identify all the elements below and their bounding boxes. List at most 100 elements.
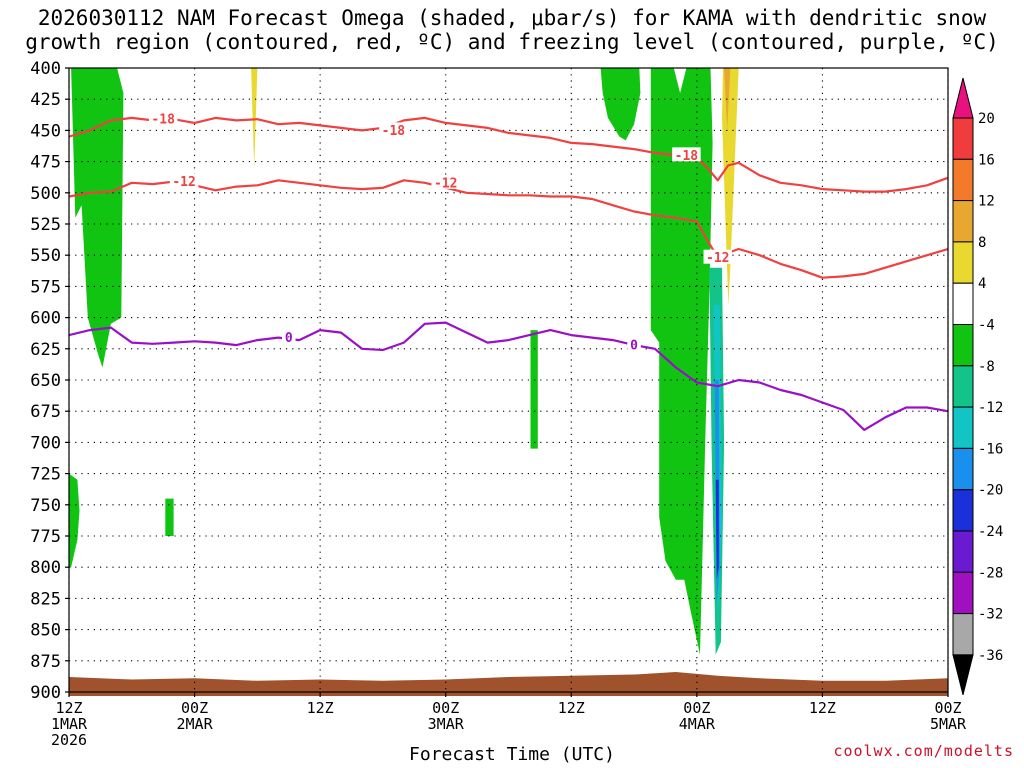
y-tick-label-650: 650 [30,371,61,391]
x-tick-label-0-0: 12Z [55,699,82,717]
grid-lines [68,67,949,693]
x-tick-label-24-0: 12Z [307,699,334,717]
colorbar-label-11: -28 [978,565,1003,581]
x-tick-label-48-0: 12Z [558,699,585,717]
contour-line-m12-1 [69,179,948,279]
contour-label-bg-3 [169,173,199,188]
contour-label-bg-0 [148,111,178,126]
colorbar-label-9: -20 [978,483,1003,499]
colorbar-segment-1 [952,117,974,160]
contour-series [69,116,948,431]
x-tick-label-84-1: 5MAR [930,715,967,733]
colorbar-label-10: -24 [978,524,1003,540]
omega-region-12 [715,479,719,580]
contour-label-bg-2 [672,147,701,162]
x-tick-label-36-1: 3MAR [428,715,465,733]
y-tick-label-825: 825 [30,589,61,609]
x-tick-label-72-0: 12Z [809,699,836,717]
contour-line-freezing-2 [69,321,948,431]
colorbar-segment-13 [952,613,974,656]
colorbar-label-2: 12 [978,194,995,210]
omega-region-0 [71,68,124,368]
x-tick-label-60-1: 4MAR [679,715,716,733]
x-tick-label-36-0: 00Z [432,699,459,717]
y-tick-label-425: 425 [30,90,61,110]
contour-label-bg-1 [379,122,408,137]
colorbar-label-12: -32 [978,607,1003,623]
chart-title: 2026030112 NAM Forecast Omega (shaded, μ… [0,6,1024,54]
x-tick-label-0-2: 2026 [51,731,87,749]
colorbar-segment-6 [952,324,974,367]
y-tick-label-450: 450 [30,121,61,141]
contour-label-1: -18 [382,124,406,139]
y-tick-label-525: 525 [30,215,61,235]
y-tick-label-725: 725 [30,465,61,485]
x-tick-label-12-0: 00Z [181,699,208,717]
colorbar-segment-7 [952,365,974,408]
y-tick-label-625: 625 [30,340,61,360]
omega-region-7 [722,68,739,306]
y-tick-label-600: 600 [30,309,61,329]
y-tick-label-550: 550 [30,246,61,266]
colorbar-segment-12 [952,571,974,615]
contour-label-3: -12 [172,175,195,190]
colorbar-label-4: 4 [978,276,986,292]
colorbar-segment-10 [952,489,974,532]
plot-frame [68,67,949,693]
colorbar-label-13: -36 [978,648,1003,664]
y-axis: 400 425 450 475 500 525 550 575 600 625 650 675 700 7… [30,59,69,703]
colorbar-label-0: 20 [978,111,995,127]
credit-text[interactable]: coolwx.com/modelts [833,742,1014,760]
omega-region-1 [69,473,80,568]
contour-label-bg-7 [627,337,641,352]
contour-label-bg-4 [431,174,460,189]
y-tick-label-750: 750 [30,496,61,516]
colorbar-legend: 20 16 12 8 4 -4 -8 -12 -16 -20 -24 -28 -32 -36 [952,77,1003,696]
omega-region-5 [650,68,713,655]
colorbar-segment-4 [952,241,974,284]
terrain-fill [69,672,948,696]
contour-label-6: 0 [285,331,293,346]
omega-region-2 [165,498,174,536]
contour-line-m18-0 [69,116,948,193]
colorbar-label-8: -16 [978,441,1003,457]
y-tick-label-875: 875 [30,652,61,672]
y-tick-label-900: 900 [30,683,61,703]
colorbar-segment-5 [952,282,974,326]
colorbar-label-1: 16 [978,152,995,168]
y-tick-label-775: 775 [30,527,61,547]
y-tick-label-800: 800 [30,558,61,578]
y-tick-label-500: 500 [30,184,61,204]
colorbar-segment-9 [952,447,974,491]
terrain-layer [69,672,948,696]
title-line-2: growth region (contoured, red, ºC) and f… [25,30,999,54]
x-tick-label-60-0: 00Z [683,699,710,717]
y-tick-label-850: 850 [30,621,61,641]
y-tick-label-675: 675 [30,402,61,422]
x-axis-label: Forecast Time (UTC) [409,744,615,765]
omega-region-6 [251,68,258,168]
colorbar-label-7: -12 [978,400,1003,416]
y-tick-label-475: 475 [30,153,61,173]
colorbar-label-5: -4 [978,318,995,334]
colorbar-label-3: 8 [978,235,986,251]
y-tick-label-575: 575 [30,277,61,297]
contour-label-2: -18 [675,149,699,164]
y-tick-label-700: 700 [30,433,61,453]
x-tick-label-0-1: 1MAR [51,715,88,733]
colorbar-segment-8 [952,406,974,449]
contour-label-7: 0 [630,339,638,354]
x-tick-label-84-0: 00Z [934,699,961,717]
colorbar-top-arrow [952,77,974,119]
contour-label-bg-6 [282,329,296,344]
omega-region-3 [530,330,538,449]
colorbar-label-6: -8 [978,359,995,375]
x-tick-label-12-1: 2MAR [177,715,214,733]
y-tick-label-400: 400 [30,59,61,79]
omega-regions [69,68,739,655]
omega-region-4 [600,68,641,141]
title-line-1: 2026030112 NAM Forecast Omega (shaded, μ… [37,6,987,30]
contour-labels: -18 -18 -18 -12 -12 -12 0 0 [148,111,733,354]
